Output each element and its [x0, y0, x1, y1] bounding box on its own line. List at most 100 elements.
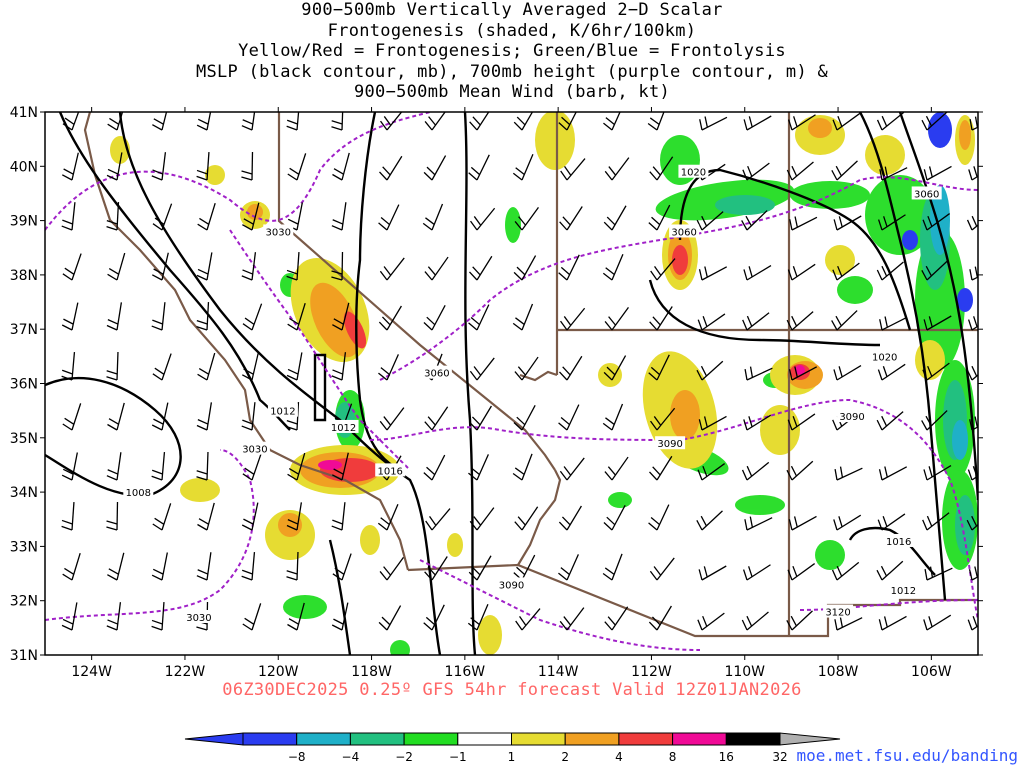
wind-barb — [921, 112, 948, 131]
wind-barb — [378, 354, 399, 381]
contour-label: 3060 — [424, 369, 449, 380]
colorbar-label: −1 — [449, 750, 467, 764]
wind-barb — [741, 210, 768, 231]
wind-barb — [921, 410, 948, 431]
lat-label: 37N — [10, 322, 38, 338]
colorbar-swatch — [725, 732, 781, 746]
colorbar-label: 16 — [719, 750, 734, 764]
wind-barb — [786, 311, 814, 331]
wind-barb — [151, 302, 166, 331]
wind-barb — [331, 502, 346, 531]
wind-barb — [969, 116, 978, 131]
lon-label: 110W — [724, 664, 765, 680]
wind-barb — [603, 205, 627, 231]
lon-label: 118W — [351, 664, 392, 680]
mslp-1008 — [45, 376, 182, 497]
wind-barb — [286, 551, 299, 581]
wind-barb — [648, 504, 670, 531]
wind-barb — [603, 355, 627, 381]
credit-link[interactable]: moe.met.fsu.edu/banding — [796, 746, 1018, 765]
wind-barb — [106, 202, 120, 231]
wind-barb — [151, 552, 168, 581]
contour-label: 3030 — [186, 613, 211, 624]
colorbar-arrow-left — [184, 732, 244, 746]
mslp-1012-loop — [313, 353, 327, 422]
wind-barb — [469, 507, 495, 531]
wind-barb — [788, 515, 817, 531]
wind-barb — [650, 407, 676, 431]
wind-barb — [197, 352, 216, 381]
wind-barb — [696, 510, 723, 531]
wind-barb — [512, 303, 534, 331]
wind-barb — [967, 466, 978, 481]
wind-barb — [514, 506, 539, 531]
wind-barb — [331, 452, 349, 481]
contour-label: 1012 — [891, 586, 916, 597]
wind-barb — [152, 353, 172, 381]
lon-label: 116W — [445, 664, 486, 680]
wind-barb — [699, 116, 728, 131]
wind-barb — [241, 112, 256, 131]
mslp-south — [328, 539, 352, 655]
wind-barb — [331, 202, 347, 231]
wind-barb — [379, 257, 405, 281]
colorbar-label: 4 — [615, 750, 623, 764]
wind-barb — [831, 160, 858, 181]
wind-barb — [379, 155, 403, 181]
mslp-1016-east2 — [858, 112, 947, 601]
wind-barb — [242, 303, 263, 331]
wind-barb — [743, 115, 772, 131]
wind-barb — [786, 610, 813, 631]
wind-barb — [62, 403, 82, 431]
hgt-3030-mid — [229, 229, 411, 471]
wind-barb — [424, 112, 446, 131]
wind-barb — [196, 252, 213, 281]
wind-barb — [966, 515, 978, 531]
wind-barb — [560, 158, 586, 181]
wind-barb — [744, 366, 773, 381]
wind-barb — [832, 262, 860, 281]
lat-label: 36N — [10, 377, 38, 393]
wind-barb — [831, 561, 860, 581]
wind-barb — [423, 604, 445, 631]
wind-barb — [833, 514, 862, 531]
wind-barb — [698, 565, 727, 581]
wind-barb — [379, 556, 404, 581]
lat-label: 41N — [10, 105, 38, 121]
wind-barb — [107, 552, 125, 581]
wind-barb — [106, 152, 123, 181]
wind-barb — [742, 312, 770, 331]
contour-label-bg — [883, 533, 914, 547]
pacific-coastline — [83, 112, 410, 571]
contour-label-bg — [888, 582, 919, 596]
wind-barb — [423, 304, 446, 331]
wind-barb — [697, 313, 726, 331]
contour-label: 1020 — [681, 168, 706, 179]
contour-label-bg — [869, 349, 900, 363]
contour-label-bg — [267, 403, 298, 417]
wind-barb — [833, 365, 862, 381]
contour-label-bg — [655, 436, 686, 450]
contour-label: 1012 — [331, 423, 356, 434]
contour-label-bg — [911, 186, 942, 200]
colorbar-label: 32 — [772, 750, 787, 764]
wind-barb — [196, 552, 212, 581]
state-borders — [83, 112, 978, 638]
wind-barb — [61, 202, 76, 231]
contour-label: 1016 — [886, 537, 911, 548]
forecast-valid-label: 06Z30DEC2025 0.25º GFS 54hr forecast Val… — [222, 680, 802, 700]
wind-barb — [604, 157, 630, 181]
wind-barb — [921, 260, 948, 281]
wind-barb — [332, 152, 350, 181]
contour-label-bg — [823, 604, 854, 618]
contour-label: 1020 — [872, 352, 897, 363]
wind-barb — [558, 254, 580, 281]
contour-label: 3030 — [242, 445, 267, 456]
title-line-1: 900−500mb Vertically Averaged 2−D Scalar — [301, 0, 723, 20]
colorbar-label: 8 — [669, 750, 677, 764]
wind-barb — [469, 357, 495, 381]
wind-barb — [62, 253, 82, 281]
wind-barb — [968, 566, 978, 581]
wind-barb — [514, 206, 539, 231]
wind-barb — [287, 153, 307, 181]
